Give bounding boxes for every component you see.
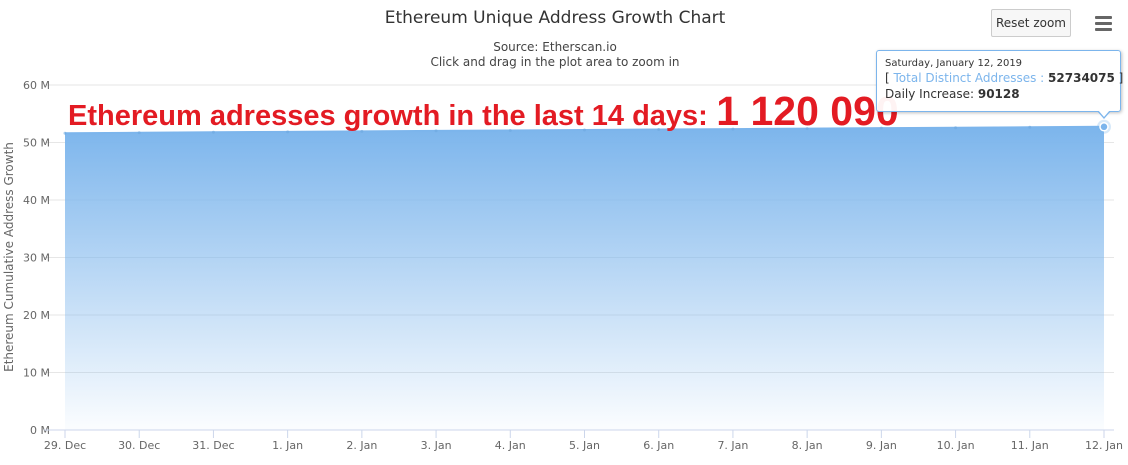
y-tick-label: 10 M	[23, 367, 50, 380]
data-point	[508, 128, 512, 132]
data-point	[657, 128, 661, 132]
chart-subtitle-source: Source: Etherscan.io	[493, 40, 617, 54]
series-area-fill	[65, 126, 1104, 431]
x-tick-label: 11. Jan	[1011, 439, 1049, 452]
y-tick-label: 60 M	[23, 79, 50, 92]
tooltip-increase-value: 90128	[977, 87, 1020, 101]
tooltip-series-label: Total Distinct Addresses :	[893, 71, 1045, 85]
x-tick-label: 3. Jan	[421, 439, 452, 452]
tooltip-bracket-open: [	[885, 71, 894, 85]
data-point	[434, 129, 438, 133]
tooltip-increase-row: Daily Increase: 90128	[885, 86, 1112, 102]
tooltip-date: Saturday, January 12, 2019	[885, 58, 1023, 69]
y-tick-label: 40 M	[23, 194, 50, 207]
data-point	[63, 131, 67, 135]
y-tick-label: 30 M	[23, 252, 50, 265]
x-tick-label: 9. Jan	[866, 439, 897, 452]
data-point-hovered	[1099, 122, 1109, 132]
y-axis-title: Ethereum Cumulative Address Growth	[2, 142, 16, 372]
data-point	[805, 127, 809, 131]
data-point	[360, 129, 364, 133]
data-point	[731, 127, 735, 131]
y-tick-label: 20 M	[23, 309, 50, 322]
data-point	[211, 130, 215, 134]
chart-tooltip: Saturday, January 12, 2019 [ Total Disti…	[876, 50, 1123, 112]
x-tick-label: 4. Jan	[495, 439, 526, 452]
x-tick-label: 31. Dec	[192, 439, 234, 452]
growth-annotation-number: 1 120 090	[716, 88, 899, 134]
hamburger-menu-icon[interactable]	[1092, 12, 1116, 34]
x-tick-label: 1. Jan	[272, 439, 303, 452]
data-point	[954, 126, 958, 130]
tooltip-series-row: [ Total Distinct Addresses : 52734075 ]	[885, 70, 1123, 86]
x-tick-label: 5. Jan	[569, 439, 600, 452]
tooltip-series-value: 52734075	[1048, 71, 1115, 85]
data-point	[1028, 125, 1032, 129]
tooltip-bracket-close: ]	[1114, 71, 1124, 85]
x-tick-label: 6. Jan	[643, 439, 674, 452]
chart-title: Ethereum Unique Address Growth Chart	[384, 8, 726, 28]
tooltip-increase-label: Daily Increase:	[885, 87, 975, 101]
data-point	[137, 131, 141, 135]
y-tick-label: 50 M	[23, 137, 50, 150]
x-tick-label: 12. Jan	[1085, 439, 1123, 452]
x-tick-label: 29. Dec	[44, 439, 86, 452]
growth-annotation-text: Ethereum adresses growth in the last 14 …	[68, 100, 708, 132]
tooltip-caret-inner	[1098, 110, 1110, 117]
reset-zoom-button[interactable]: Reset zoom	[991, 9, 1071, 37]
x-tick-label: 30. Dec	[118, 439, 160, 452]
data-point	[286, 130, 290, 134]
data-point	[583, 128, 586, 132]
x-tick-label: 8. Jan	[792, 439, 823, 452]
chart-subtitle-hint: Click and drag in the plot area to zoom …	[430, 55, 680, 69]
x-tick-label: 10. Jan	[937, 439, 975, 452]
x-tick-label: 7. Jan	[717, 439, 748, 452]
growth-annotation: Ethereum adresses growth in the last 14 …	[68, 88, 899, 135]
data-point	[879, 126, 883, 130]
x-tick-label: 2. Jan	[346, 439, 377, 452]
y-tick-label: 0 M	[30, 424, 50, 437]
